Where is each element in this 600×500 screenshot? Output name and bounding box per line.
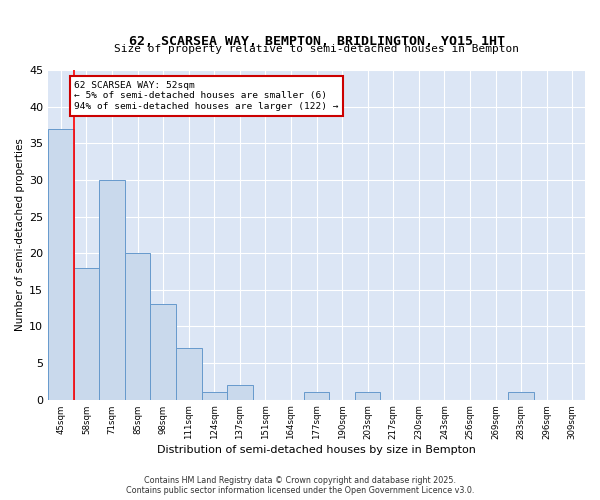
Bar — [74, 268, 99, 400]
Bar — [304, 392, 329, 400]
Text: 62 SCARSEA WAY: 52sqm
← 5% of semi-detached houses are smaller (6)
94% of semi-d: 62 SCARSEA WAY: 52sqm ← 5% of semi-detac… — [74, 81, 339, 111]
Bar — [48, 128, 74, 400]
Bar — [202, 392, 227, 400]
Bar — [355, 392, 380, 400]
Text: Size of property relative to semi-detached houses in Bempton: Size of property relative to semi-detach… — [114, 44, 519, 54]
Y-axis label: Number of semi-detached properties: Number of semi-detached properties — [15, 138, 25, 332]
Title: 62, SCARSEA WAY, BEMPTON, BRIDLINGTON, YO15 1HT: 62, SCARSEA WAY, BEMPTON, BRIDLINGTON, Y… — [128, 35, 505, 48]
Text: Contains HM Land Registry data © Crown copyright and database right 2025.
Contai: Contains HM Land Registry data © Crown c… — [126, 476, 474, 495]
Bar — [125, 253, 151, 400]
Bar — [151, 304, 176, 400]
Bar — [508, 392, 534, 400]
Bar — [99, 180, 125, 400]
Bar — [227, 385, 253, 400]
Bar — [176, 348, 202, 400]
X-axis label: Distribution of semi-detached houses by size in Bempton: Distribution of semi-detached houses by … — [157, 445, 476, 455]
